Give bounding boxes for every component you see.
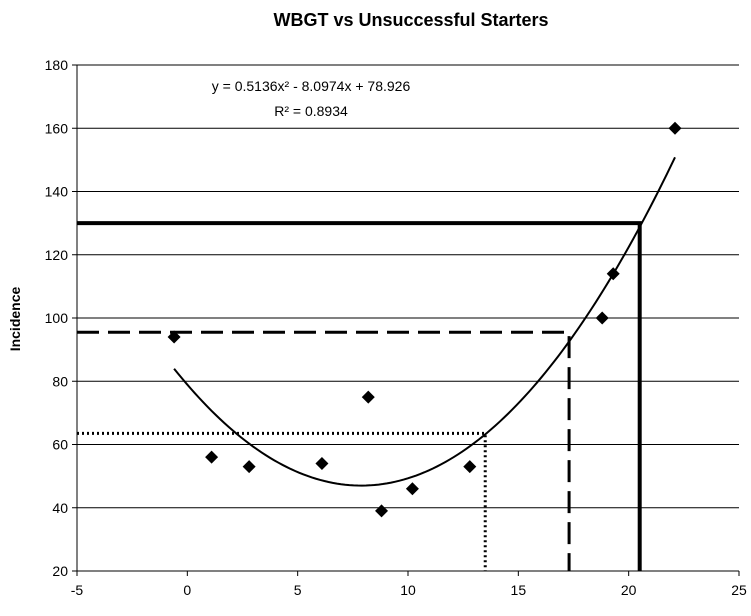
y-tick-label: 100 bbox=[45, 310, 69, 326]
x-tick-label: 15 bbox=[511, 582, 527, 598]
data-point bbox=[167, 330, 181, 344]
gridlines bbox=[77, 64, 739, 509]
trendline-group bbox=[173, 156, 676, 487]
y-tick-label: 20 bbox=[52, 563, 68, 579]
data-points bbox=[167, 121, 682, 518]
data-point bbox=[361, 390, 375, 404]
data-point bbox=[668, 121, 682, 135]
reference-line-solid bbox=[77, 221, 642, 571]
reference-line-dotted bbox=[77, 431, 487, 571]
x-tick-label: 0 bbox=[183, 582, 191, 598]
data-point bbox=[405, 482, 419, 496]
data-point bbox=[205, 450, 219, 464]
data-point bbox=[315, 456, 329, 470]
trendline bbox=[173, 156, 676, 487]
data-point bbox=[463, 460, 477, 474]
data-point bbox=[595, 311, 609, 325]
x-tick-label: 20 bbox=[621, 582, 637, 598]
x-tick-label: 5 bbox=[294, 582, 302, 598]
data-point bbox=[606, 267, 620, 281]
trendline-equation: y = 0.5136x² - 8.0974x + 78.926 bbox=[212, 78, 411, 94]
y-tick-label: 140 bbox=[45, 184, 69, 200]
y-axis-label: Incidence bbox=[7, 287, 23, 352]
y-tick-label: 120 bbox=[45, 247, 69, 263]
y-tick-label: 180 bbox=[45, 57, 69, 73]
y-tick-label: 40 bbox=[52, 500, 68, 516]
y-tick-label: 160 bbox=[45, 120, 69, 136]
x-tick-label: 10 bbox=[400, 582, 416, 598]
data-point bbox=[242, 460, 256, 474]
axes bbox=[72, 64, 740, 576]
reference-lines bbox=[77, 221, 642, 571]
reference-line-dashed bbox=[77, 330, 571, 571]
x-tick-label: 25 bbox=[731, 582, 747, 598]
tick-labels: 20 40 60 80 100 120 140 160 180 -5 0 5 10 15 20 25 bbox=[45, 57, 747, 598]
trendline-r-squared: R² = 0.8934 bbox=[274, 103, 348, 119]
x-tick-label: -5 bbox=[71, 582, 84, 598]
y-tick-label: 60 bbox=[52, 437, 68, 453]
chart-title: WBGT vs Unsuccessful Starters bbox=[273, 10, 548, 30]
data-point bbox=[375, 504, 389, 518]
y-tick-label: 80 bbox=[52, 373, 68, 389]
